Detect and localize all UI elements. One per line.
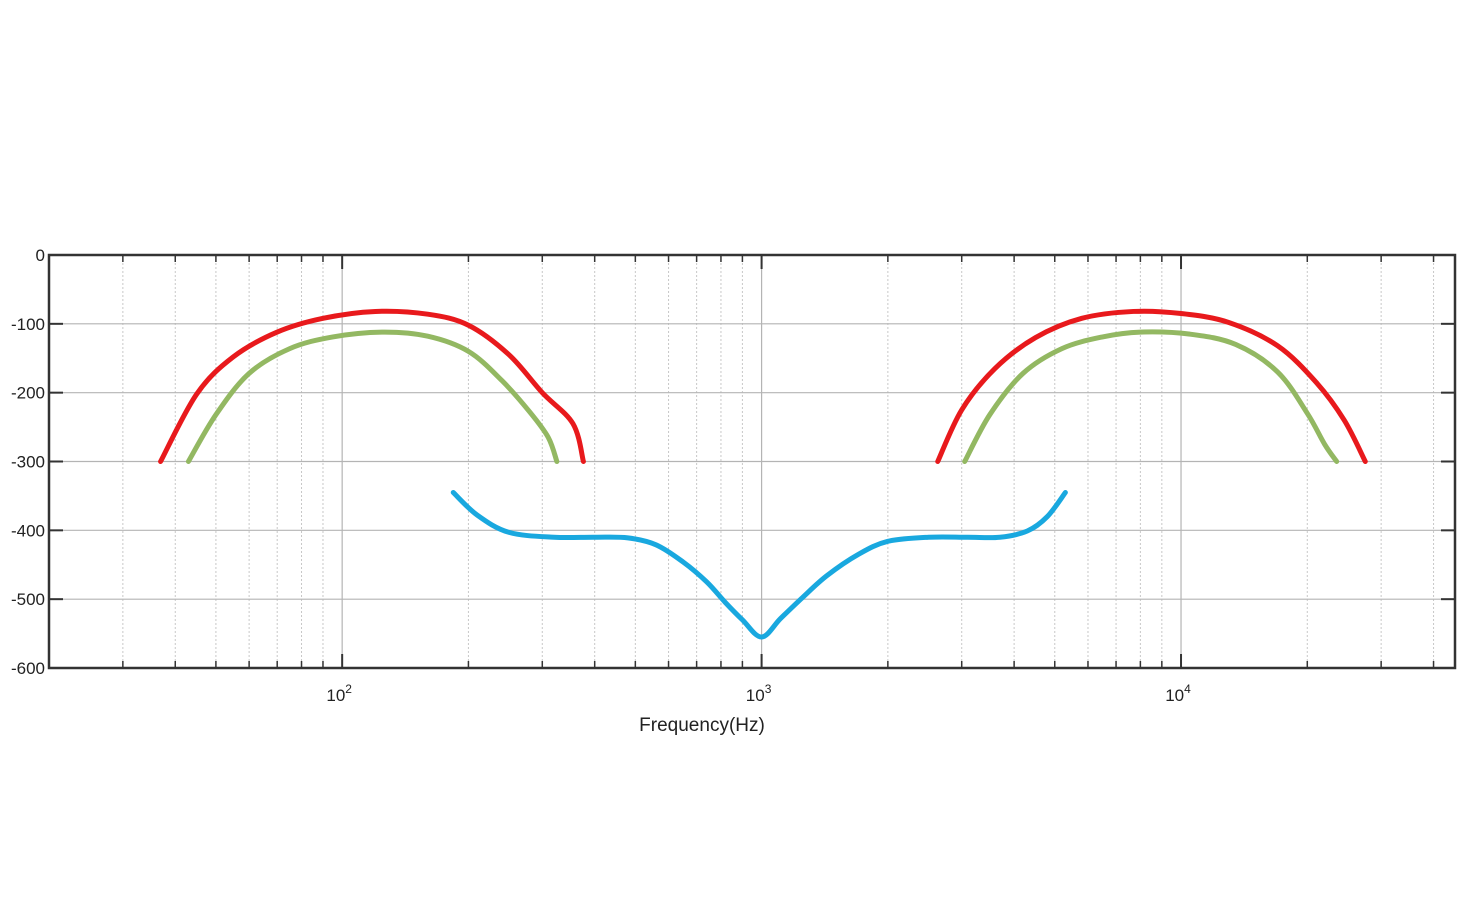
- series-lines: [158, 308, 1368, 640]
- y-tick-label: -500: [11, 590, 45, 609]
- series-line-5: [450, 489, 1068, 640]
- x-tick-label: 104: [1165, 682, 1191, 705]
- x-tick-label: 103: [746, 682, 772, 705]
- x-tick-label: 102: [326, 682, 352, 705]
- y-tick-label: 0: [36, 246, 45, 265]
- y-tick-label: -100: [11, 315, 45, 334]
- series-line-4: [962, 329, 1340, 464]
- series-line-1: [158, 308, 586, 464]
- axes: [47, 253, 1457, 670]
- tick-labels: 102 103 104 0 -100 -200 -300 -400 -500 -600: [11, 246, 1191, 705]
- y-tick-label: -600: [11, 659, 45, 678]
- y-tick-label: -300: [11, 453, 45, 472]
- series-line-3: [935, 308, 1368, 464]
- plot-frame: [47, 253, 1457, 670]
- series-line-2: [185, 329, 560, 464]
- y-tick-label: -200: [11, 384, 45, 403]
- x-axis-label: Frequency(Hz): [639, 715, 765, 736]
- y-tick-label: -400: [11, 521, 45, 540]
- grid: [49, 255, 1455, 668]
